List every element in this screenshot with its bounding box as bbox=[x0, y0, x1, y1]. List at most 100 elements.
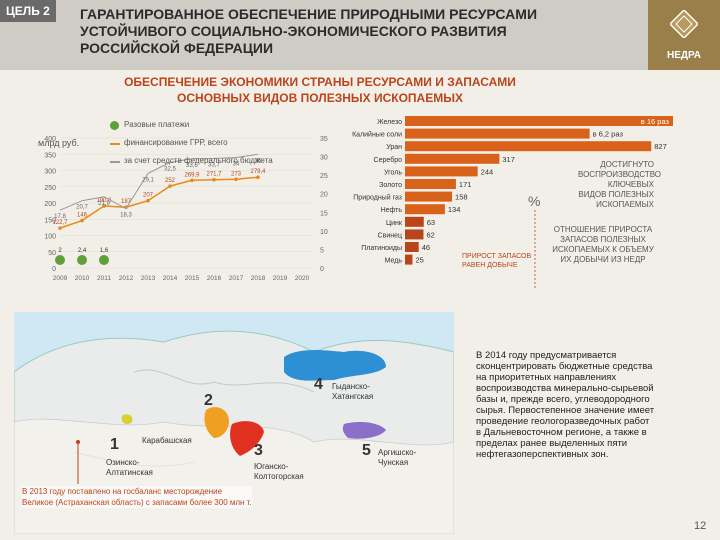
series-line-total bbox=[59, 176, 259, 229]
y-tick-label: 100 bbox=[44, 234, 56, 241]
series-point bbox=[168, 184, 172, 188]
data-label: 187 bbox=[121, 199, 132, 205]
header: ЦЕЛЬ 2 ГАРАНТИРОВАННОЕ ОБЕСПЕЧЕНИЕ ПРИРО… bbox=[0, 0, 720, 70]
y-tick-label: 0 bbox=[52, 266, 56, 273]
y2-tick-label: 0 bbox=[320, 266, 324, 273]
region-3-number: 3 bbox=[254, 442, 263, 459]
region-2-label: Карабашская bbox=[142, 436, 192, 445]
data-label: 29,1 bbox=[142, 177, 154, 183]
series-point bbox=[256, 175, 260, 179]
page-number: 12 bbox=[694, 520, 707, 532]
legend-dot-icon bbox=[110, 121, 119, 130]
bar-value-label: 244 bbox=[481, 167, 494, 176]
bar-chart: Железо в 16 раз Калийные соли в 6,2 раз Уран… bbox=[352, 116, 673, 290]
series-point bbox=[146, 198, 150, 203]
x-tick-label: 2012 bbox=[119, 275, 134, 282]
bar-category-label: Уголь bbox=[384, 169, 402, 176]
series-point bbox=[102, 204, 106, 208]
bar bbox=[405, 141, 652, 152]
x-tick-label: 2017 bbox=[229, 275, 244, 282]
bar-value-label: 158 bbox=[455, 193, 468, 202]
bar-category-label: Серебро bbox=[374, 156, 403, 164]
line-chart: 0 50 100 150 200 250 300 350 400 0 5 10 15 20 25 30 35 20… bbox=[44, 136, 328, 282]
data-label: 2 bbox=[58, 248, 62, 254]
region-4-number: 4 bbox=[314, 376, 323, 393]
y-tick-label: 300 bbox=[44, 169, 56, 176]
nedra-logo-icon bbox=[670, 10, 698, 38]
bar-category-label: Калийные соли bbox=[352, 131, 402, 139]
region-1-shape[interactable] bbox=[121, 414, 133, 424]
x-tick-label: 2013 bbox=[141, 275, 156, 282]
data-label: 32,5 bbox=[164, 166, 176, 172]
percent-sign: % bbox=[528, 193, 541, 209]
region-2-number: 2 bbox=[204, 392, 213, 409]
series-point bbox=[190, 178, 194, 183]
x-tick-label: 2016 bbox=[207, 275, 222, 282]
legend-item-federal: за счет средств федерального бюджета bbox=[110, 156, 310, 168]
ratio-note: ОТНОШЕНИЕ ПРИРОСТА ЗАПАСОВ ПОЛЕЗНЫХ ИСКО… bbox=[552, 225, 654, 264]
x-tick-label: 2014 bbox=[163, 275, 178, 282]
bar bbox=[405, 242, 419, 252]
series-point bbox=[80, 218, 84, 223]
logo: НЕДРА bbox=[648, 0, 720, 70]
bar-value-label: 25 bbox=[415, 256, 423, 265]
data-label: 33,7 bbox=[208, 162, 220, 168]
bar-category-label: Золото bbox=[379, 182, 402, 189]
y2-tick-label: 30 bbox=[320, 155, 328, 162]
payment-dot bbox=[55, 255, 65, 265]
goal-badge: ЦЕЛЬ 2 bbox=[0, 0, 56, 22]
region-4-label: Гыданско-Хатангская bbox=[332, 382, 374, 401]
data-label: 271,7 bbox=[206, 172, 222, 178]
bar-value-label: 62 bbox=[426, 230, 434, 239]
bar-category-label: Нефть bbox=[381, 207, 403, 214]
x-tick-label: 2009 bbox=[53, 275, 68, 282]
region-1-number: 1 bbox=[110, 436, 119, 453]
section-title: ОБЕСПЕЧЕНИЕ ЭКОНОМИКИ СТРАНЫ РЕСУРСАМИ И… bbox=[124, 75, 516, 105]
region-5-shape[interactable] bbox=[342, 422, 386, 439]
growth-note: ПРИРОСТ ЗАПАСОВ РАВЕН ДОБЫЧЕ bbox=[462, 253, 532, 269]
data-label: 21,9 bbox=[98, 201, 110, 207]
x-tick-label: 2018 bbox=[251, 275, 266, 282]
x-tick-label: 2020 bbox=[295, 275, 310, 282]
data-label: 122,7 bbox=[52, 220, 68, 226]
legend-label: Разовые платежи bbox=[124, 120, 190, 129]
data-label: 146 bbox=[77, 213, 88, 219]
x-tick-label: 2019 bbox=[273, 275, 288, 282]
region-5-label: Аргишско-Чунская bbox=[378, 448, 417, 467]
series-line-federal bbox=[59, 153, 259, 211]
bar-value-label: в 16 раз bbox=[641, 117, 670, 126]
series-point bbox=[212, 177, 216, 182]
y-tick-label: 250 bbox=[44, 185, 56, 192]
x-tick-label: 2015 bbox=[185, 275, 200, 282]
bar bbox=[405, 216, 424, 227]
reproduction-note: ДОСТИГНУТО ВОСПРОИЗВОДСТВО КЛЮЧЕВЫХ ВИДО… bbox=[578, 160, 662, 209]
y2-tick-label: 25 bbox=[320, 173, 328, 180]
data-label: 20,7 bbox=[76, 205, 88, 211]
data-label: 18,3 bbox=[120, 213, 132, 219]
bar bbox=[405, 128, 590, 139]
bar-category-label: Платиноиды bbox=[361, 245, 402, 252]
region-4-shape[interactable] bbox=[284, 349, 386, 381]
legend-item-payments: Разовые платежи bbox=[110, 120, 310, 132]
y2-tick-label: 20 bbox=[320, 192, 328, 199]
bar-category-label: Цинк bbox=[386, 220, 403, 227]
data-label: 17,8 bbox=[54, 214, 66, 220]
region-3-shape[interactable] bbox=[230, 421, 264, 456]
bar-value-label: 46 bbox=[422, 243, 430, 252]
bar bbox=[405, 254, 413, 265]
bar-value-label: в 6,2 раз bbox=[593, 130, 624, 139]
bar-category-label: Медь bbox=[385, 258, 403, 265]
data-label: 35 bbox=[255, 158, 262, 164]
legend-label: за счет средств федерального бюджета bbox=[124, 156, 273, 165]
bar-value-label: 134 bbox=[448, 205, 461, 214]
x-tick-label: 2011 bbox=[97, 275, 111, 282]
line-chart-ylabel: млрд руб. bbox=[38, 138, 80, 148]
description-text: В 2014 году предусматривается сконцентри… bbox=[476, 350, 655, 460]
map-note: В 2013 году поставлено на госбаланс мест… bbox=[22, 486, 252, 508]
bar bbox=[405, 153, 500, 164]
y2-tick-label: 10 bbox=[320, 229, 328, 236]
y-tick-label: 200 bbox=[44, 201, 56, 208]
bar-value-label: 317 bbox=[502, 155, 515, 164]
region-2-shape[interactable] bbox=[204, 407, 230, 438]
bar-value-label: 63 bbox=[427, 218, 435, 227]
